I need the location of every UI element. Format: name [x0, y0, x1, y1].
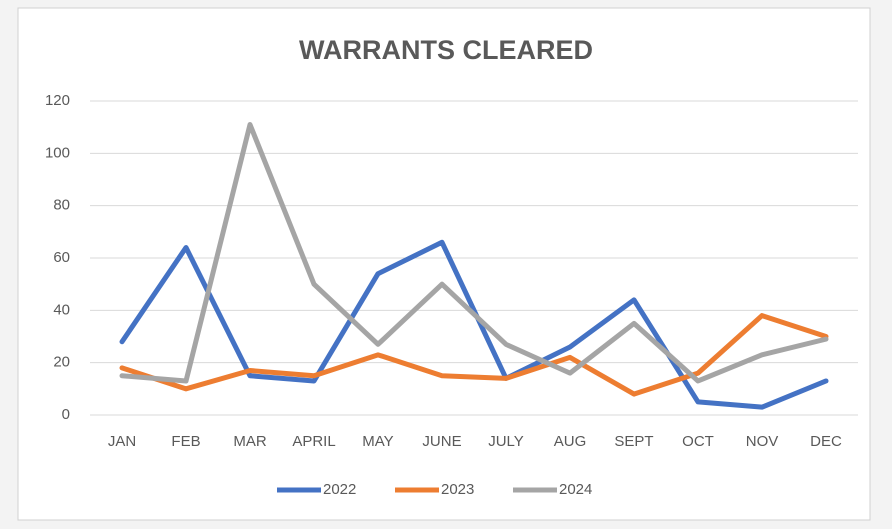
x-tick-label: FEB — [171, 433, 200, 450]
x-tick-label: JUNE — [422, 433, 461, 450]
y-tick-label: 120 — [45, 92, 70, 109]
x-tick-label: OCT — [682, 433, 714, 450]
series-line — [119, 313, 829, 397]
y-tick-label: 60 — [53, 249, 70, 266]
y-tick-label: 100 — [45, 144, 70, 161]
legend-label: 2023 — [441, 481, 474, 498]
x-tick-label: MAR — [233, 433, 267, 450]
x-tick-label: SEPT — [614, 433, 653, 450]
x-tick-label: JULY — [488, 433, 524, 450]
legend-label: 2024 — [559, 481, 592, 498]
chart-title: WARRANTS CLEARED — [299, 35, 593, 65]
x-tick-label: JAN — [108, 433, 136, 450]
legend-label: 2022 — [323, 481, 356, 498]
series-line — [119, 122, 829, 384]
x-tick-label: MAY — [362, 433, 393, 450]
x-tick-label: DEC — [810, 433, 842, 450]
y-tick-label: 20 — [53, 354, 70, 371]
chart-area — [17, 7, 871, 521]
y-tick-label: 40 — [53, 301, 70, 318]
y-tick-label: 0 — [62, 406, 70, 423]
series-line — [119, 239, 829, 410]
y-tick-label: 80 — [53, 197, 70, 214]
x-tick-label: APRIL — [292, 433, 335, 450]
x-tick-label: AUG — [554, 433, 587, 450]
x-tick-label: NOV — [746, 433, 779, 450]
